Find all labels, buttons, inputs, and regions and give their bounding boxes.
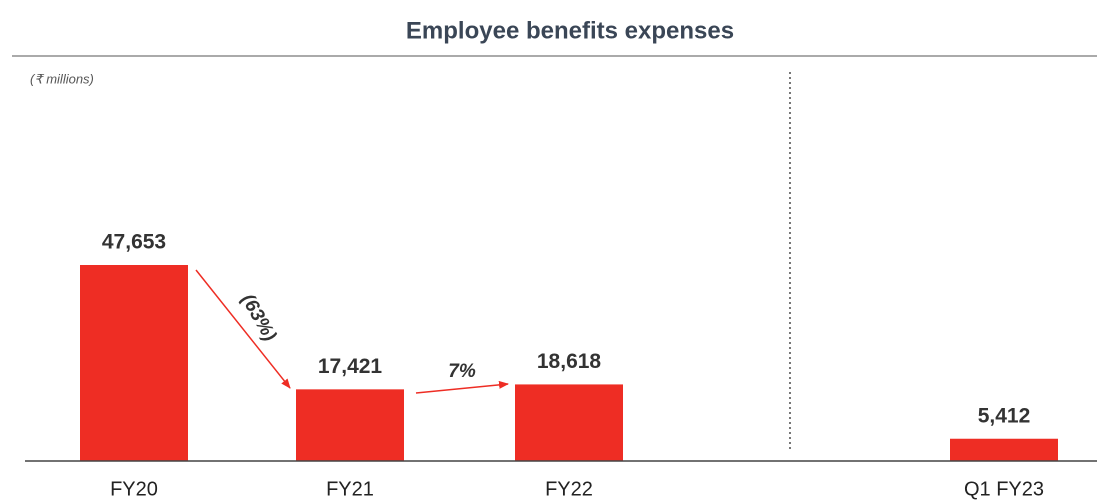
bar xyxy=(515,384,623,461)
bar xyxy=(296,389,404,461)
bar xyxy=(80,265,188,461)
arrow xyxy=(195,269,291,389)
value-label: 17,421 xyxy=(318,355,383,378)
x-tick-label: FY21 xyxy=(326,478,374,500)
x-tick-label: FY22 xyxy=(545,478,593,500)
arrow xyxy=(415,380,509,394)
x-tick-label: FY20 xyxy=(110,478,158,500)
chart-title: Employee benefits expenses xyxy=(406,17,734,44)
value-label: 18,618 xyxy=(537,350,602,373)
unit-label: (₹ millions) xyxy=(30,71,94,86)
x-tick-label: Q1 FY23 xyxy=(964,478,1044,500)
bar xyxy=(950,438,1058,461)
value-label: 5,412 xyxy=(978,404,1031,427)
annotation: (63%) xyxy=(237,291,281,345)
annotation: 7% xyxy=(448,361,476,382)
value-label: 47,653 xyxy=(102,231,166,254)
